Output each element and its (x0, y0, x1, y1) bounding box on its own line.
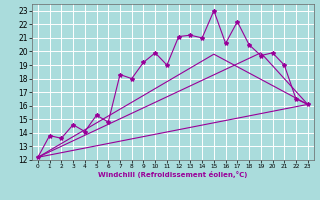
X-axis label: Windchill (Refroidissement éolien,°C): Windchill (Refroidissement éolien,°C) (98, 171, 247, 178)
